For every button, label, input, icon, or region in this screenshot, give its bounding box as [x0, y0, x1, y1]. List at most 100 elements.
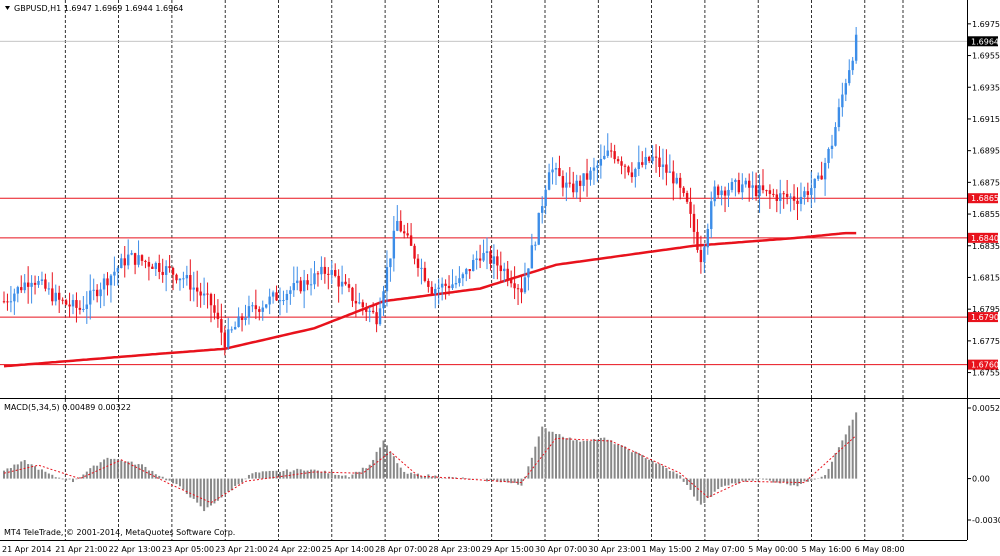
candle-body [409, 235, 413, 246]
candle-body [327, 273, 330, 275]
candle-body [399, 220, 402, 232]
price-tick-label: 1.6835 [972, 242, 1000, 251]
candle-body [565, 182, 568, 188]
candle-body [182, 278, 185, 280]
candle-body [730, 181, 734, 190]
candle-body [382, 291, 385, 309]
candle-body [209, 294, 213, 306]
candle-body [44, 279, 47, 289]
candle-body [437, 287, 440, 290]
candle-body [23, 282, 26, 291]
candle-body [844, 83, 847, 95]
candle-body [644, 156, 647, 165]
candle-body [537, 212, 540, 245]
candle-body [685, 193, 689, 202]
candle-body [420, 267, 423, 269]
candle-body [837, 107, 841, 128]
candle-body [641, 162, 644, 165]
candle-body [385, 267, 389, 292]
candle-body [16, 287, 19, 294]
macd-tick-label: 0.00 [972, 475, 990, 484]
candle-body [109, 275, 113, 286]
time-label: 29 Apr 15:00 [482, 545, 534, 554]
candle-body [68, 304, 71, 307]
time-label: 30 Apr 07:00 [535, 545, 587, 554]
candle-body [475, 258, 478, 260]
candle-body [306, 280, 309, 285]
candle-body [627, 166, 630, 173]
candle-body [482, 252, 485, 261]
candle-body [578, 180, 582, 186]
macd-grid [64, 399, 904, 540]
moving-average-line [3, 231, 857, 368]
candle-body [285, 293, 289, 301]
candle-body [582, 173, 585, 186]
candle-body [682, 187, 685, 194]
candle-body [161, 271, 164, 275]
candle-body [647, 156, 651, 161]
candle-body [765, 190, 768, 192]
price-pane: GBPUSD,H1 1.6947 1.6969 1.6944 1.6964 [0, 0, 967, 398]
candle-body [358, 302, 361, 304]
candle-body [365, 307, 368, 312]
candle-body [254, 305, 258, 310]
candle-body [485, 251, 489, 253]
candle-body [206, 293, 209, 295]
macd-axis-ticks: 0.00527 0.00 -0.00309 [967, 404, 1000, 525]
candle-body [689, 201, 692, 214]
candle-body [434, 289, 437, 295]
candle-body [230, 329, 233, 331]
candle-body [6, 301, 9, 303]
candle-body [130, 253, 133, 255]
candle-body [268, 296, 271, 305]
time-label: 6 May 08:00 [855, 545, 905, 554]
candle-body [651, 156, 654, 161]
candlestick-series [2, 27, 858, 356]
candle-body [95, 289, 99, 297]
candle-body [375, 312, 378, 325]
candle-body [803, 191, 806, 197]
time-label: 1 May 15:00 [642, 545, 692, 554]
candle-body [523, 277, 527, 293]
candle-body [251, 305, 254, 307]
time-label: 25 Apr 14:00 [322, 545, 374, 554]
candle-body [196, 287, 199, 292]
candle-body [444, 283, 447, 286]
candle-body [637, 162, 640, 170]
candle-body [830, 145, 834, 149]
candle-body [185, 275, 189, 279]
candle-body [164, 266, 168, 275]
candle-body [323, 266, 327, 274]
candle-body [344, 281, 347, 285]
candle-body [361, 302, 364, 308]
time-label: 21 Apr 2014 [2, 545, 51, 554]
candle-body [120, 258, 123, 268]
price-tick-label: 1.6795 [972, 305, 1000, 314]
candle-body [413, 245, 416, 259]
candle-body [723, 190, 727, 196]
candle-body [592, 167, 596, 171]
price-tick-label: 1.6955 [972, 52, 1000, 61]
time-label: 21 Apr 21:00 [55, 545, 107, 554]
candle-body [37, 280, 40, 285]
candle-body [137, 255, 140, 265]
level-label: 1.6760 [971, 361, 999, 370]
candle-body [140, 255, 144, 261]
time-axis-labels: 21 Apr 2014 21 Apr 21:00 22 Apr 13:00 23 Ap… [2, 545, 905, 554]
candle-body [406, 233, 409, 236]
time-label: 28 Apr 07:00 [375, 545, 427, 554]
price-tick-label: 1.6855 [972, 210, 1000, 219]
candle-body [71, 300, 75, 307]
candle-body [665, 164, 668, 173]
candle-body [292, 283, 295, 291]
candle-body [503, 268, 506, 272]
candle-body [823, 162, 827, 180]
candle-body [85, 304, 88, 309]
candle-body [810, 188, 813, 195]
candle-body [396, 220, 399, 231]
dropdown-triangle-icon[interactable] [5, 6, 10, 10]
candle-body [30, 282, 33, 287]
candle-body [727, 189, 730, 196]
candle-body [265, 304, 268, 308]
candle-body [282, 300, 285, 302]
